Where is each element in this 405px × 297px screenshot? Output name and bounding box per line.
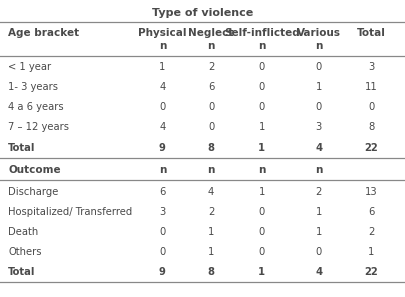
Text: 22: 22 xyxy=(364,267,377,277)
Text: 1: 1 xyxy=(207,227,214,237)
Text: 0: 0 xyxy=(315,247,321,257)
Text: 4: 4 xyxy=(207,187,214,197)
Text: < 1 year: < 1 year xyxy=(8,62,51,72)
Text: 1: 1 xyxy=(207,247,214,257)
Text: 8: 8 xyxy=(207,143,214,153)
Text: 0: 0 xyxy=(367,102,374,112)
Text: 1: 1 xyxy=(367,247,374,257)
Text: 1: 1 xyxy=(315,82,321,92)
Text: Type of violence: Type of violence xyxy=(152,8,253,18)
Text: Total: Total xyxy=(8,267,35,277)
Text: 0: 0 xyxy=(258,62,264,72)
Text: Various: Various xyxy=(296,28,340,38)
Text: n: n xyxy=(314,41,322,51)
Text: Death: Death xyxy=(8,227,38,237)
Text: 6: 6 xyxy=(207,82,214,92)
Text: 0: 0 xyxy=(258,82,264,92)
Text: 1: 1 xyxy=(315,207,321,217)
Text: 4: 4 xyxy=(159,122,165,132)
Text: Hospitalized/ Transferred: Hospitalized/ Transferred xyxy=(8,207,132,217)
Text: n: n xyxy=(258,41,265,51)
Text: Total: Total xyxy=(356,28,385,38)
Text: 6: 6 xyxy=(367,207,374,217)
Text: n: n xyxy=(258,165,265,175)
Text: n: n xyxy=(207,41,214,51)
Text: n: n xyxy=(314,165,322,175)
Text: 8: 8 xyxy=(367,122,374,132)
Text: 22: 22 xyxy=(364,143,377,153)
Text: Total: Total xyxy=(8,143,35,153)
Text: 0: 0 xyxy=(207,102,214,112)
Text: 11: 11 xyxy=(364,82,377,92)
Text: 7 – 12 years: 7 – 12 years xyxy=(8,122,69,132)
Text: Neglect: Neglect xyxy=(188,28,233,38)
Text: 1: 1 xyxy=(258,267,265,277)
Text: 3: 3 xyxy=(159,207,165,217)
Text: 1: 1 xyxy=(315,227,321,237)
Text: 6: 6 xyxy=(159,187,165,197)
Text: 13: 13 xyxy=(364,187,377,197)
Text: 1: 1 xyxy=(258,187,264,197)
Text: 3: 3 xyxy=(315,122,321,132)
Text: n: n xyxy=(158,41,166,51)
Text: 3: 3 xyxy=(367,62,374,72)
Text: 0: 0 xyxy=(258,227,264,237)
Text: 4: 4 xyxy=(314,143,322,153)
Text: n: n xyxy=(158,165,166,175)
Text: 0: 0 xyxy=(315,62,321,72)
Text: 9: 9 xyxy=(159,143,165,153)
Text: 1: 1 xyxy=(159,62,165,72)
Text: 1: 1 xyxy=(258,143,265,153)
Text: 0: 0 xyxy=(258,102,264,112)
Text: 0: 0 xyxy=(258,247,264,257)
Text: 0: 0 xyxy=(258,207,264,217)
Text: 0: 0 xyxy=(159,247,165,257)
Text: 9: 9 xyxy=(159,267,165,277)
Text: 2: 2 xyxy=(207,62,214,72)
Text: 2: 2 xyxy=(315,187,321,197)
Text: 8: 8 xyxy=(207,267,214,277)
Text: Age bracket: Age bracket xyxy=(8,28,79,38)
Text: Physical: Physical xyxy=(138,28,186,38)
Text: Self-inflicted: Self-inflicted xyxy=(224,28,299,38)
Text: 0: 0 xyxy=(315,102,321,112)
Text: 4: 4 xyxy=(159,82,165,92)
Text: 0: 0 xyxy=(159,227,165,237)
Text: n: n xyxy=(207,165,214,175)
Text: Outcome: Outcome xyxy=(8,165,61,175)
Text: Discharge: Discharge xyxy=(8,187,58,197)
Text: 1: 1 xyxy=(258,122,264,132)
Text: 2: 2 xyxy=(367,227,374,237)
Text: 4: 4 xyxy=(314,267,322,277)
Text: 4 a 6 years: 4 a 6 years xyxy=(8,102,64,112)
Text: 2: 2 xyxy=(207,207,214,217)
Text: 1- 3 years: 1- 3 years xyxy=(8,82,58,92)
Text: Others: Others xyxy=(8,247,42,257)
Text: 0: 0 xyxy=(207,122,214,132)
Text: 0: 0 xyxy=(159,102,165,112)
